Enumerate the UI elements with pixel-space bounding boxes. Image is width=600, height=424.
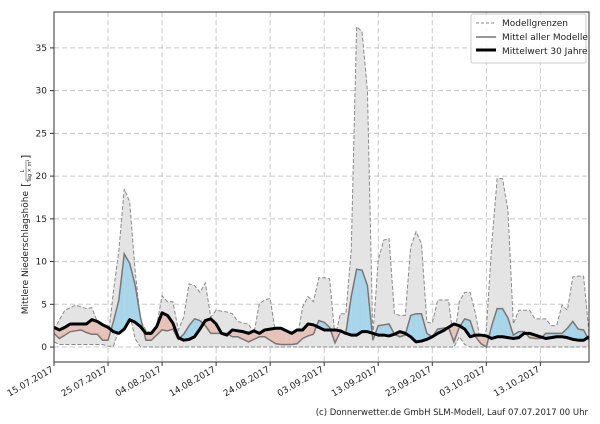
above-climate-fill	[578, 329, 583, 340]
x-tick-label: 03.10.2017	[438, 365, 488, 399]
y-axis-unit-denominator: Tag × m²	[27, 160, 33, 184]
y-tick-label: 5	[41, 300, 47, 310]
legend: Modellgrenzen Mittel aller Modelle Mitte…	[471, 14, 588, 63]
below-climate-fill	[276, 328, 281, 344]
x-tick-label: 13.09.2017	[330, 365, 380, 399]
x-tick-label: 23.09.2017	[384, 365, 434, 399]
legend-mean-label: Mittel aller Modelle	[502, 33, 588, 43]
above-climate-fill	[378, 325, 383, 335]
y-axis-label: Mittlere Niederschlagshöhe [ L Tag × m² …	[19, 155, 33, 315]
y-tick-label: 35	[36, 44, 47, 54]
legend-clim-label: Mittelwert 30 Jahre	[502, 47, 588, 57]
above-climate-fill	[357, 269, 362, 335]
legend-bounds-label: Modellgrenzen	[502, 19, 568, 29]
y-axis: 0 5 10 15 20 25 30 35	[36, 44, 54, 353]
x-tick-label: 14.08.2017	[168, 365, 218, 399]
y-tick-label: 10	[36, 258, 48, 268]
above-climate-fill	[497, 309, 502, 337]
y-tick-label: 20	[36, 172, 48, 182]
x-tick-label: 25.07.2017	[60, 365, 110, 399]
y-tick-label: 0	[41, 343, 47, 353]
x-tick-label: 13.10.2017	[492, 365, 542, 399]
y-tick-label: 15	[36, 215, 47, 225]
y-axis-unit-open-bracket: [	[19, 183, 32, 187]
y-tick-label: 30	[36, 87, 48, 97]
x-tick-label: 04.08.2017	[114, 365, 164, 399]
y-tick-label: 25	[36, 129, 47, 139]
x-tick-label: 24.08.2017	[222, 365, 272, 399]
x-tick-label: 03.09.2017	[276, 365, 326, 399]
footer-credit: (c) Donnerwetter.de GmbH SLM-Modell, Lau…	[316, 408, 589, 418]
above-climate-fill	[124, 254, 129, 329]
x-tick-label: 15.07.2017	[6, 365, 56, 399]
y-axis-label-text: Mittlere Niederschlagshöhe	[21, 191, 31, 315]
y-axis-unit-numerator: L	[20, 169, 26, 172]
y-axis-unit-close-bracket: ]	[19, 155, 32, 159]
above-climate-fill	[416, 314, 421, 342]
